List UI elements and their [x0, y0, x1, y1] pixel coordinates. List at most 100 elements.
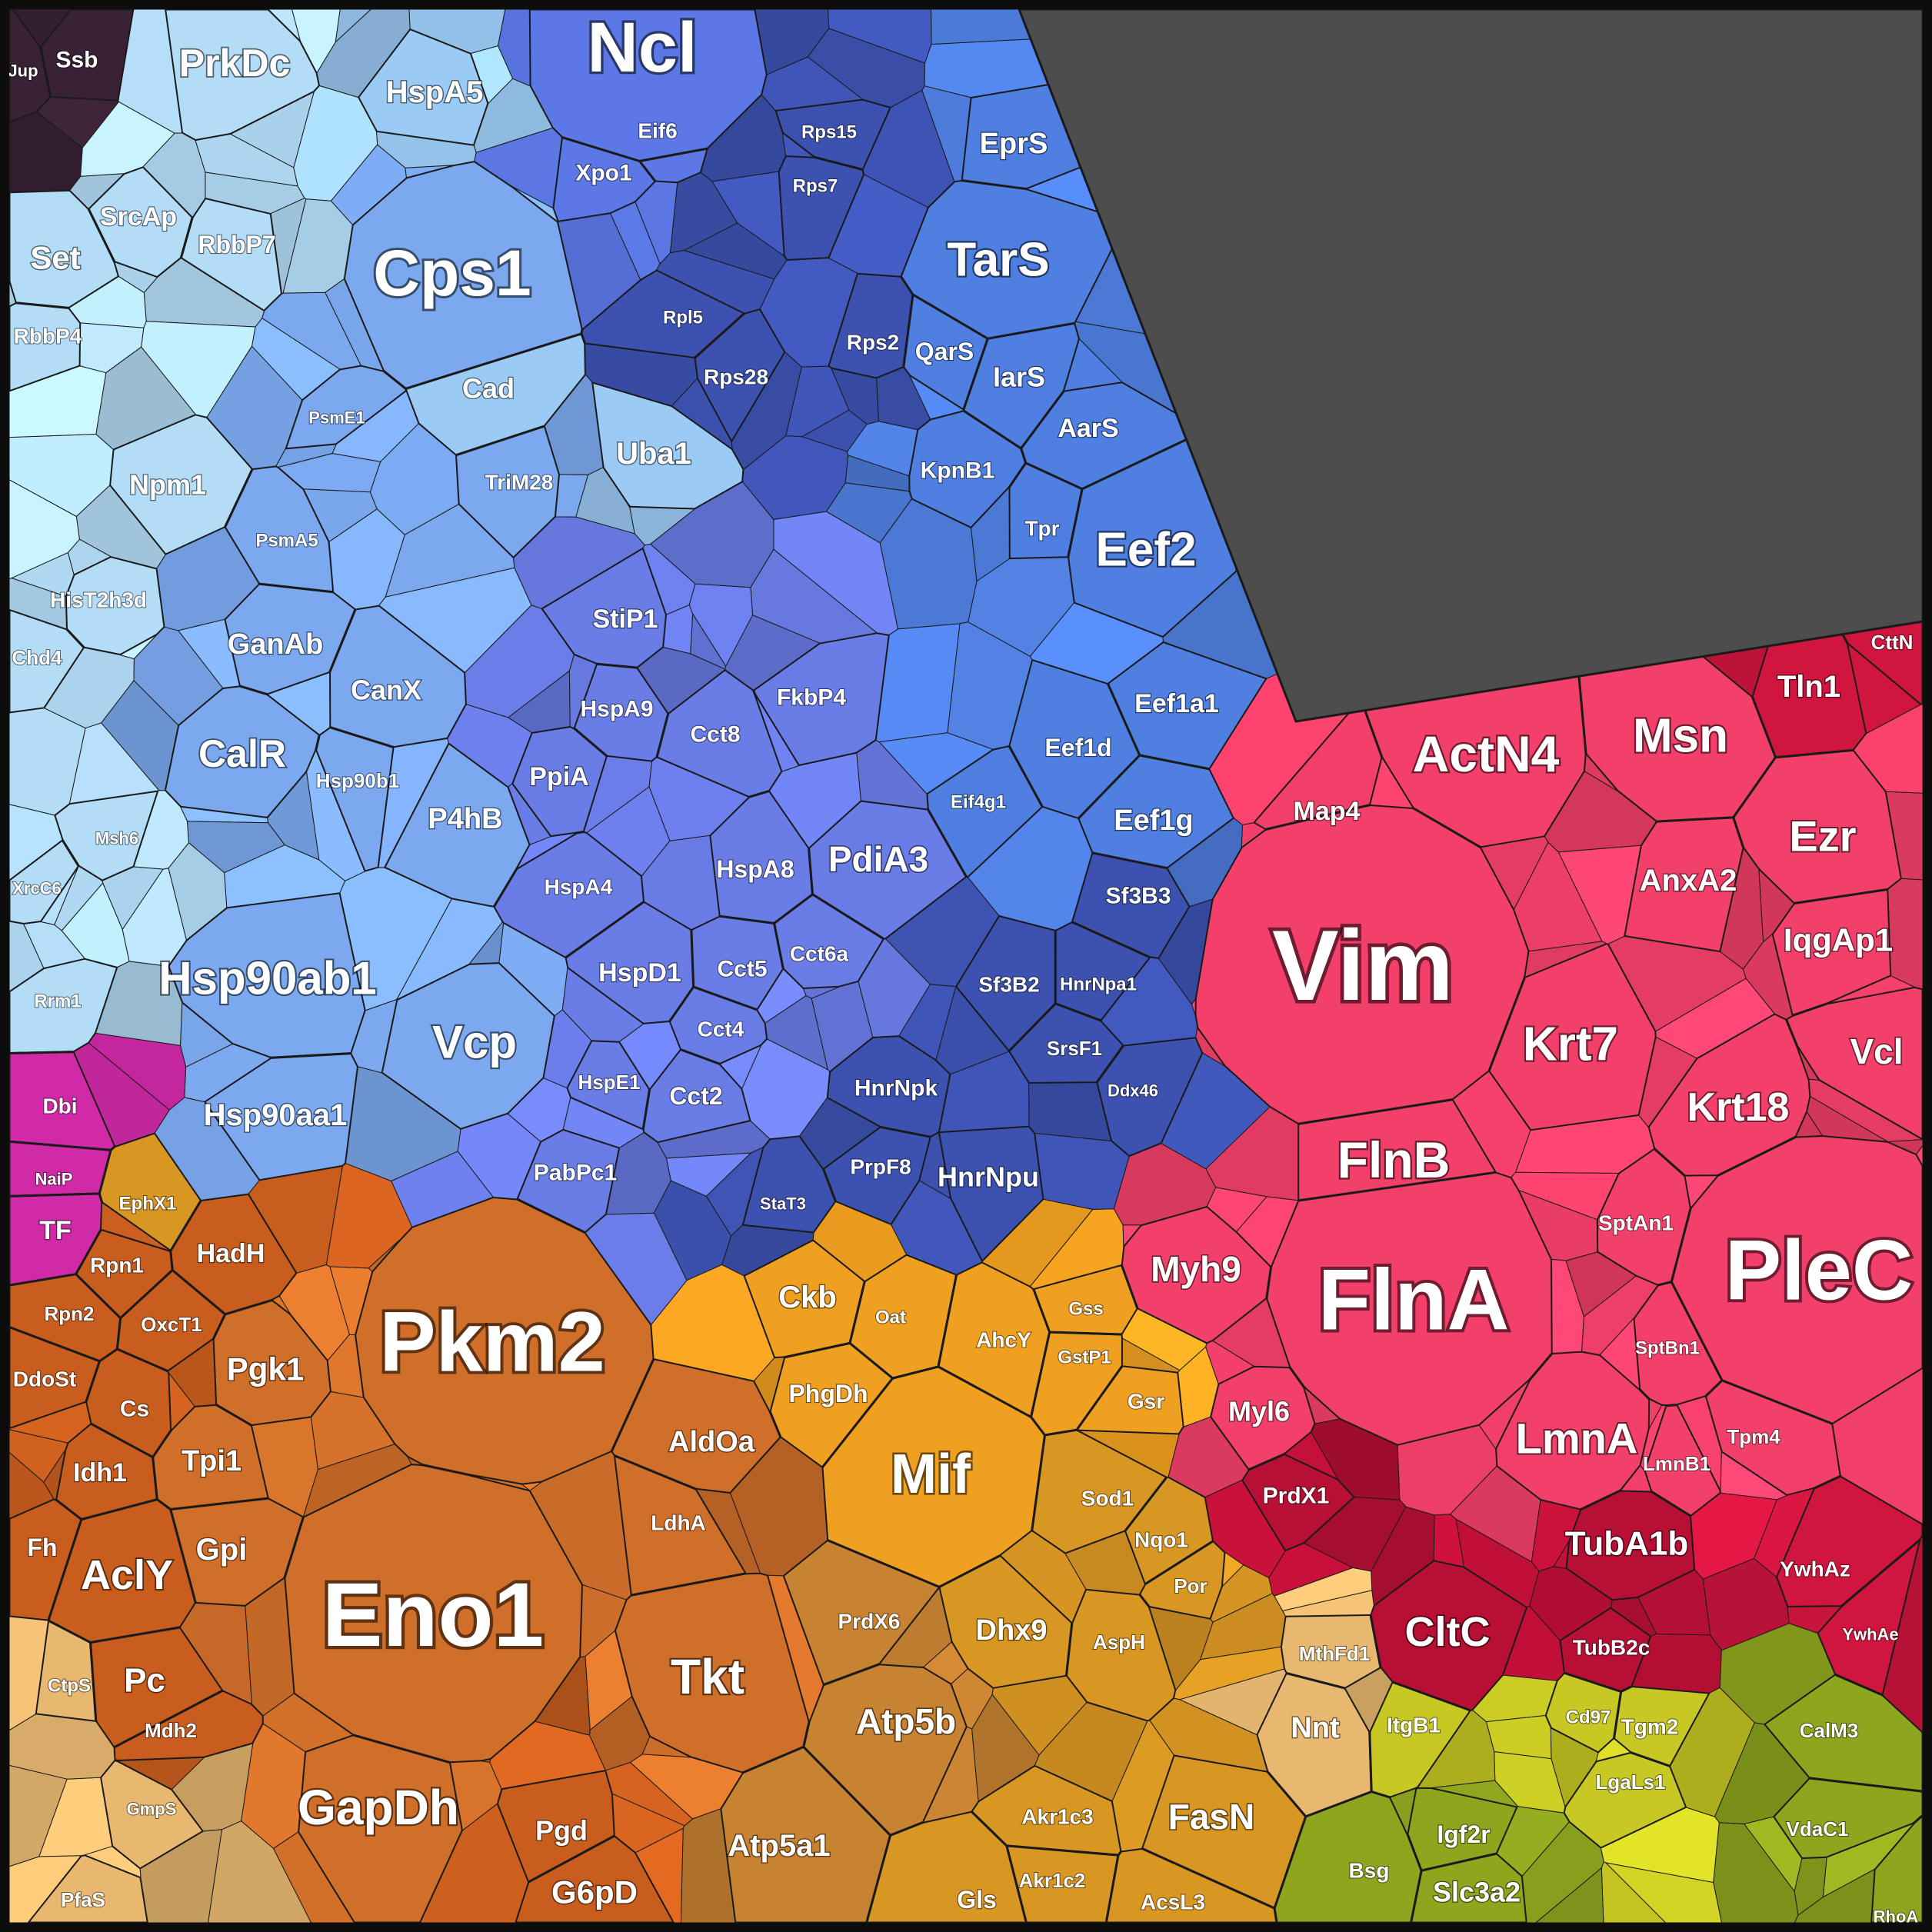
cell-label-vdac1: VdaC1: [1787, 1817, 1849, 1840]
cell-minor: [330, 144, 407, 225]
cell-label-pfas: PfaS: [61, 1888, 105, 1911]
cell-label-eif4g1: Eif4g1: [951, 792, 1006, 813]
cell-label-anxa2: AnxA2: [1640, 864, 1737, 898]
cell-label-set: Set: [30, 240, 80, 276]
cell-label-p4hb: P4hB: [428, 803, 502, 835]
cell-label-fh: Fh: [27, 1534, 57, 1561]
cell-minor: [43, 1450, 66, 1501]
cell-minor: [1000, 1531, 1087, 1624]
cell-label-iqgap1: IqgAp1: [1784, 922, 1893, 958]
cell-label-rbbp7: RbbP7: [198, 231, 275, 258]
cell-minor: [635, 181, 678, 265]
cell-minor: [947, 621, 1033, 750]
cell-minor: [206, 345, 303, 470]
cell-minor: [230, 92, 315, 168]
cell-minor: [891, 1180, 983, 1275]
cell-minor: [1304, 1387, 1341, 1424]
cell-label-atp5a1: Atp5a1: [728, 1829, 830, 1863]
cell-label-actn4: ActN4: [1413, 725, 1560, 782]
cell-label-tkt: Tkt: [671, 1649, 744, 1704]
cell-label-naip: NaiP: [35, 1170, 73, 1189]
cell-minor: [1637, 1569, 1711, 1636]
cell-label-itgb1: ItgB1: [1387, 1714, 1441, 1737]
cell-minor: [1743, 934, 1793, 1020]
cell-minor: [627, 504, 631, 508]
cell-label-hadh: HadH: [197, 1239, 265, 1268]
cell-minor: [1212, 1298, 1291, 1368]
cell-minor: [1887, 878, 1924, 990]
cell-minor: [971, 1694, 1040, 1802]
cell-label-kpnb1: KpnB1: [921, 458, 995, 484]
cell-minor: [481, 1758, 491, 1763]
cell-label-xpo1: Xpo1: [575, 161, 631, 186]
cell-label-krt18: Krt18: [1687, 1085, 1790, 1130]
cell-label-acsl3: AcsL3: [1141, 1890, 1205, 1914]
cell-label-hnrnpk: HnrNpk: [854, 1076, 938, 1101]
cell-label-mif: Mif: [891, 1444, 971, 1505]
cell-minor: [981, 1198, 1094, 1287]
cell-minor: [1584, 754, 1618, 792]
cell-label-stat3: StaT3: [760, 1194, 806, 1214]
cell-label-akr1c3: Akr1c3: [1021, 1805, 1093, 1829]
cell-label-tf: TF: [39, 1216, 72, 1245]
cell-minor: [262, 1693, 354, 1752]
cell-label-eef1g: Eef1g: [1114, 804, 1193, 837]
cell-label-psma5: PsmA5: [255, 531, 318, 551]
cell-label-prpf8: PrpF8: [850, 1155, 911, 1179]
cell-minor: [1274, 1567, 1373, 1611]
cell-label-cps1: Cps1: [373, 237, 531, 309]
cell-label-sf3b2: Sf3B2: [978, 973, 1039, 997]
cell-label-flna: FlnA: [1318, 1252, 1510, 1348]
cell-label-hsp90ab1: Hsp90ab1: [158, 953, 376, 1004]
cell-minor: [561, 968, 644, 1042]
cell-label-sptbn1: SptBn1: [1635, 1338, 1700, 1359]
cell-label-lgals1: LgaLs1: [1595, 1770, 1665, 1794]
cell-label-hspa4: HspA4: [545, 875, 613, 899]
cell-label-rrm1: Rrm1: [34, 991, 81, 1012]
cell-minor: [468, 921, 505, 964]
cell-minor: [8, 1714, 115, 1780]
cell-minor: [351, 999, 398, 1074]
cell-label-eif6: Eif6: [638, 119, 677, 143]
cell-minor: [1808, 1078, 1923, 1142]
cell-label-msn: Msn: [1633, 710, 1728, 763]
cell-label-slc3a2: Slc3a2: [1433, 1877, 1521, 1908]
cell-label-ckb: Ckb: [778, 1281, 837, 1314]
cell-minor: [1595, 1738, 1631, 1762]
cell-label-cad: Cad: [462, 373, 515, 405]
cell-minor: [114, 261, 158, 293]
cell-label-map4: Map4: [1294, 797, 1361, 826]
cell-label-asph: AspH: [1093, 1631, 1145, 1654]
cell-label-hist2h3d: HisT2h3d: [50, 588, 147, 612]
cell-minor: [117, 1757, 205, 1790]
cell-minor: [187, 821, 285, 874]
cell-minor: [1599, 1317, 1641, 1390]
cell-label-mdh2: Mdh2: [145, 1719, 197, 1742]
cell-minor: [1179, 1668, 1287, 1735]
cell-minor: [329, 1266, 373, 1336]
cell-label-gmps: GmpS: [127, 1800, 177, 1819]
cell-label-eprs: EprS: [980, 128, 1048, 160]
cell-minor: [700, 94, 786, 182]
cell-minor: [101, 1202, 171, 1251]
cell-label-rps7: Rps7: [793, 176, 838, 197]
cell-minor: [754, 1357, 785, 1412]
cell-minor: [586, 786, 671, 877]
cell-label-xrcc6: XrcC6: [12, 879, 62, 898]
cell-minor: [695, 1488, 761, 1574]
cell-label-pc: Pc: [124, 1662, 165, 1700]
cell-minor: [339, 867, 452, 1011]
cell-label-plec: PleC: [1725, 1224, 1914, 1318]
cell-label-canx: CanX: [351, 675, 421, 706]
cell-minor: [529, 1451, 631, 1601]
cell-minor: [376, 131, 477, 168]
cell-label-acly: AclY: [81, 1552, 173, 1598]
cell-label-gapdh: GapDh: [298, 1780, 459, 1835]
cell-minor: [331, 391, 419, 462]
cell-minor: [1455, 1518, 1540, 1608]
cell-label-atp5b: Atp5b: [856, 1701, 956, 1741]
cell-minor: [754, 694, 800, 772]
cell-label-eef1d: Eef1d: [1044, 734, 1111, 761]
